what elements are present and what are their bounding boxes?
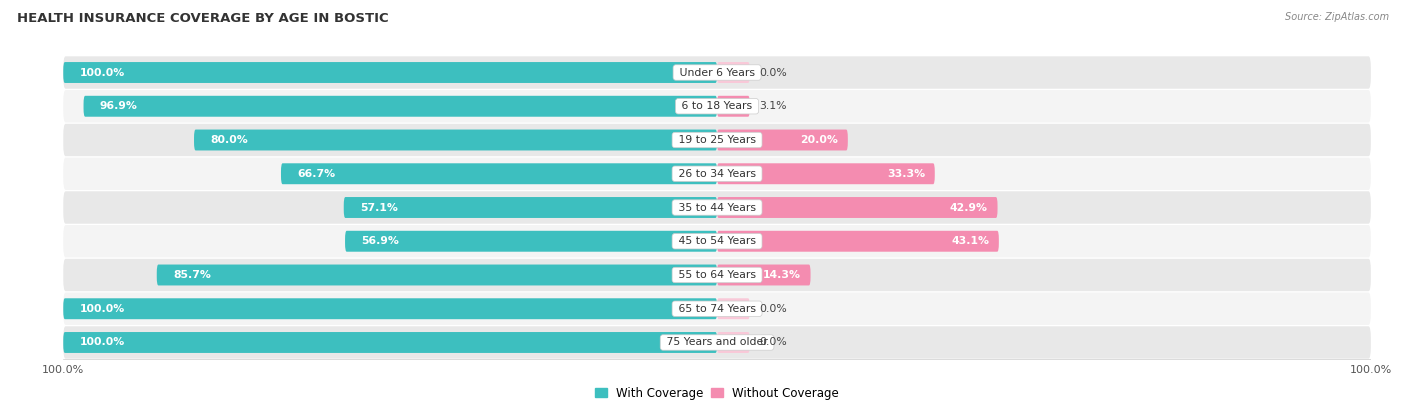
Text: 0.0%: 0.0% xyxy=(759,304,787,314)
Text: 100.0%: 100.0% xyxy=(80,68,125,78)
FancyBboxPatch shape xyxy=(63,62,717,83)
Text: 42.9%: 42.9% xyxy=(949,203,988,212)
Text: 19 to 25 Years: 19 to 25 Years xyxy=(675,135,759,145)
Text: 85.7%: 85.7% xyxy=(173,270,211,280)
Text: 75 Years and older: 75 Years and older xyxy=(664,337,770,347)
FancyBboxPatch shape xyxy=(717,129,848,151)
FancyBboxPatch shape xyxy=(63,191,1371,224)
FancyBboxPatch shape xyxy=(717,298,749,319)
FancyBboxPatch shape xyxy=(717,163,935,184)
Text: 96.9%: 96.9% xyxy=(100,101,138,111)
FancyBboxPatch shape xyxy=(717,197,997,218)
Text: 26 to 34 Years: 26 to 34 Years xyxy=(675,169,759,179)
Text: Under 6 Years: Under 6 Years xyxy=(676,68,758,78)
FancyBboxPatch shape xyxy=(344,231,717,252)
Text: 65 to 74 Years: 65 to 74 Years xyxy=(675,304,759,314)
FancyBboxPatch shape xyxy=(63,56,1371,89)
Text: 33.3%: 33.3% xyxy=(887,169,925,179)
Text: 100.0%: 100.0% xyxy=(80,304,125,314)
FancyBboxPatch shape xyxy=(63,124,1371,156)
FancyBboxPatch shape xyxy=(63,298,717,319)
Text: 20.0%: 20.0% xyxy=(800,135,838,145)
FancyBboxPatch shape xyxy=(63,293,1371,325)
Text: Source: ZipAtlas.com: Source: ZipAtlas.com xyxy=(1285,12,1389,22)
Text: 0.0%: 0.0% xyxy=(759,68,787,78)
Text: 55 to 64 Years: 55 to 64 Years xyxy=(675,270,759,280)
FancyBboxPatch shape xyxy=(194,129,717,151)
Text: 80.0%: 80.0% xyxy=(211,135,247,145)
FancyBboxPatch shape xyxy=(717,96,749,117)
Text: 100.0%: 100.0% xyxy=(80,337,125,347)
Text: 6 to 18 Years: 6 to 18 Years xyxy=(678,101,756,111)
FancyBboxPatch shape xyxy=(63,158,1371,190)
FancyBboxPatch shape xyxy=(63,326,1371,359)
FancyBboxPatch shape xyxy=(717,62,749,83)
Text: 57.1%: 57.1% xyxy=(360,203,398,212)
FancyBboxPatch shape xyxy=(281,163,717,184)
FancyBboxPatch shape xyxy=(717,332,749,353)
FancyBboxPatch shape xyxy=(83,96,717,117)
Text: 35 to 44 Years: 35 to 44 Years xyxy=(675,203,759,212)
FancyBboxPatch shape xyxy=(717,231,998,252)
Legend: With Coverage, Without Coverage: With Coverage, Without Coverage xyxy=(591,382,844,404)
FancyBboxPatch shape xyxy=(63,332,717,353)
Text: 14.3%: 14.3% xyxy=(762,270,801,280)
FancyBboxPatch shape xyxy=(156,264,717,286)
Text: 43.1%: 43.1% xyxy=(950,236,988,246)
Text: 45 to 54 Years: 45 to 54 Years xyxy=(675,236,759,246)
Text: 3.1%: 3.1% xyxy=(759,101,787,111)
FancyBboxPatch shape xyxy=(63,259,1371,291)
Text: 0.0%: 0.0% xyxy=(759,337,787,347)
FancyBboxPatch shape xyxy=(343,197,717,218)
FancyBboxPatch shape xyxy=(63,225,1371,257)
Text: 56.9%: 56.9% xyxy=(361,236,399,246)
FancyBboxPatch shape xyxy=(63,90,1371,122)
Text: HEALTH INSURANCE COVERAGE BY AGE IN BOSTIC: HEALTH INSURANCE COVERAGE BY AGE IN BOST… xyxy=(17,12,388,25)
Text: 66.7%: 66.7% xyxy=(297,169,336,179)
FancyBboxPatch shape xyxy=(717,264,810,286)
